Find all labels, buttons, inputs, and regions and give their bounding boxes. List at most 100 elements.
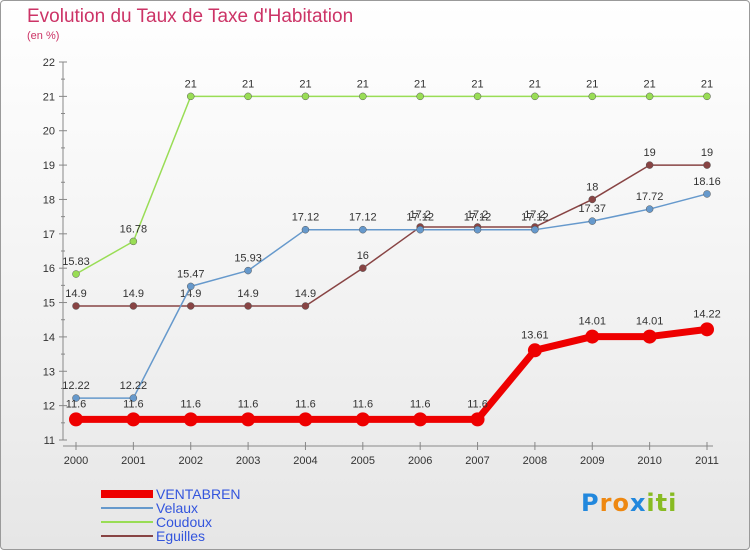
data-label-eguilles: 17.2 [467,209,488,221]
data-point-velaux [359,225,367,234]
data-point-velaux [473,225,482,234]
data-label-ventabren: 11.6 [467,398,488,410]
data-point-velaux [416,225,424,234]
x-tick-label: 2006 [408,455,432,467]
x-tick-label: 2002 [178,455,202,467]
x-tick-label: 2001 [121,455,145,467]
series-line-velaux [76,193,708,399]
legend-label-ventabren: VENTABREN [156,486,241,502]
data-label-ventabren: 13.61 [521,329,549,341]
data-point-ventabren [700,322,714,337]
data-point-ventabren [69,412,83,427]
data-label-ventabren: 11.6 [238,398,259,410]
data-label-velaux: 15.93 [234,253,262,265]
data-label-coudoux: 21 [242,78,254,90]
data-point-coudoux [244,92,252,101]
data-label-velaux: 12.22 [120,380,148,392]
logo-letter: i [646,489,656,517]
data-label-coudoux: 21 [414,78,426,90]
data-point-ventabren [126,412,141,427]
logo-letter: o [612,489,630,517]
x-tick-label: 2007 [465,455,489,467]
x-tick-label: 2005 [351,455,375,467]
chart-title: Evolution du Taux de Taxe d'Habitation [27,6,354,27]
data-point-velaux [129,394,138,402]
data-label-velaux: 17.12 [521,212,549,224]
data-point-ventabren [585,329,600,344]
data-label-velaux: 17.12 [292,212,320,224]
data-label-coudoux: 16.78 [120,223,148,235]
data-point-eguilles [645,161,654,169]
data-point-ventabren [241,412,256,427]
data-point-coudoux [531,92,539,101]
data-point-ventabren [470,412,485,427]
data-label-velaux: 17.12 [406,212,434,224]
data-label-ventabren: 11.6 [123,398,144,410]
data-point-eguilles [244,302,252,310]
legend-swatch-ventabren [101,490,153,498]
data-label-coudoux: 21 [644,78,656,90]
data-point-ventabren [413,412,428,427]
y-tick-label: 19 [43,160,55,172]
data-label-coudoux: 21 [185,78,197,90]
data-label-coudoux: 21 [586,78,598,90]
data-label-coudoux: 21 [529,78,541,90]
data-point-coudoux [645,92,654,101]
series-line-ventabren [76,325,708,423]
data-point-eguilles [588,195,597,204]
data-point-coudoux [359,92,367,101]
data-label-eguilles: 17.2 [524,209,545,221]
x-tick-label: 2009 [580,455,604,467]
data-point-eguilles [186,302,195,310]
legend-label-velaux: Velaux [156,500,199,516]
data-point-coudoux [588,92,597,101]
y-tick-label: 22 [43,57,55,69]
data-point-coudoux [703,92,711,101]
data-label-eguilles: 14.9 [295,288,316,300]
data-point-coudoux [473,92,482,101]
data-point-ventabren [298,412,313,427]
data-point-velaux [703,190,711,198]
data-label-velaux: 17.12 [349,212,377,224]
y-tick-label: 16 [43,263,55,275]
data-label-eguilles: 17.2 [409,209,430,221]
x-tick-label: 2008 [523,455,547,467]
data-label-velaux: 17.37 [579,203,607,215]
logo-letter: i [668,489,678,517]
data-label-eguilles: 14.9 [65,288,86,300]
data-point-eguilles [129,302,138,310]
x-tick-label: 2003 [236,455,260,467]
data-point-coudoux [129,237,138,246]
data-label-ventabren: 11.6 [295,398,316,410]
y-tick-label: 12 [43,401,55,413]
y-tick-label: 21 [43,91,55,103]
data-label-ventabren: 11.6 [410,398,431,410]
data-label-ventabren: 11.6 [180,398,201,410]
y-tick-label: 17 [43,229,55,241]
data-label-eguilles: 19 [644,147,656,159]
data-label-ventabren: 14.01 [579,316,607,328]
data-label-eguilles: 14.9 [123,288,144,300]
logo-letter: x [629,489,647,517]
y-tick-label: 15 [43,298,55,310]
y-tick-label: 13 [43,366,55,378]
data-label-ventabren: 11.6 [353,398,374,410]
y-tick-label: 11 [44,435,55,447]
data-point-eguilles [301,302,310,310]
x-tick-label: 2004 [293,455,317,467]
series-line-coudoux [75,95,707,275]
data-point-ventabren [642,329,657,344]
legend-swatch-eguilles [101,535,153,537]
x-tick-label: 2010 [637,455,661,467]
x-tick-label: 2000 [64,455,88,467]
data-label-coudoux: 21 [701,78,713,90]
logo-letter: t [655,489,669,517]
data-label-eguilles: 14.9 [237,288,258,300]
data-point-velaux [588,217,597,225]
data-label-coudoux: 21 [357,78,369,90]
data-label-ventabren: 14.22 [693,308,721,320]
data-label-coudoux: 15.83 [62,256,90,268]
data-point-ventabren [355,412,370,427]
